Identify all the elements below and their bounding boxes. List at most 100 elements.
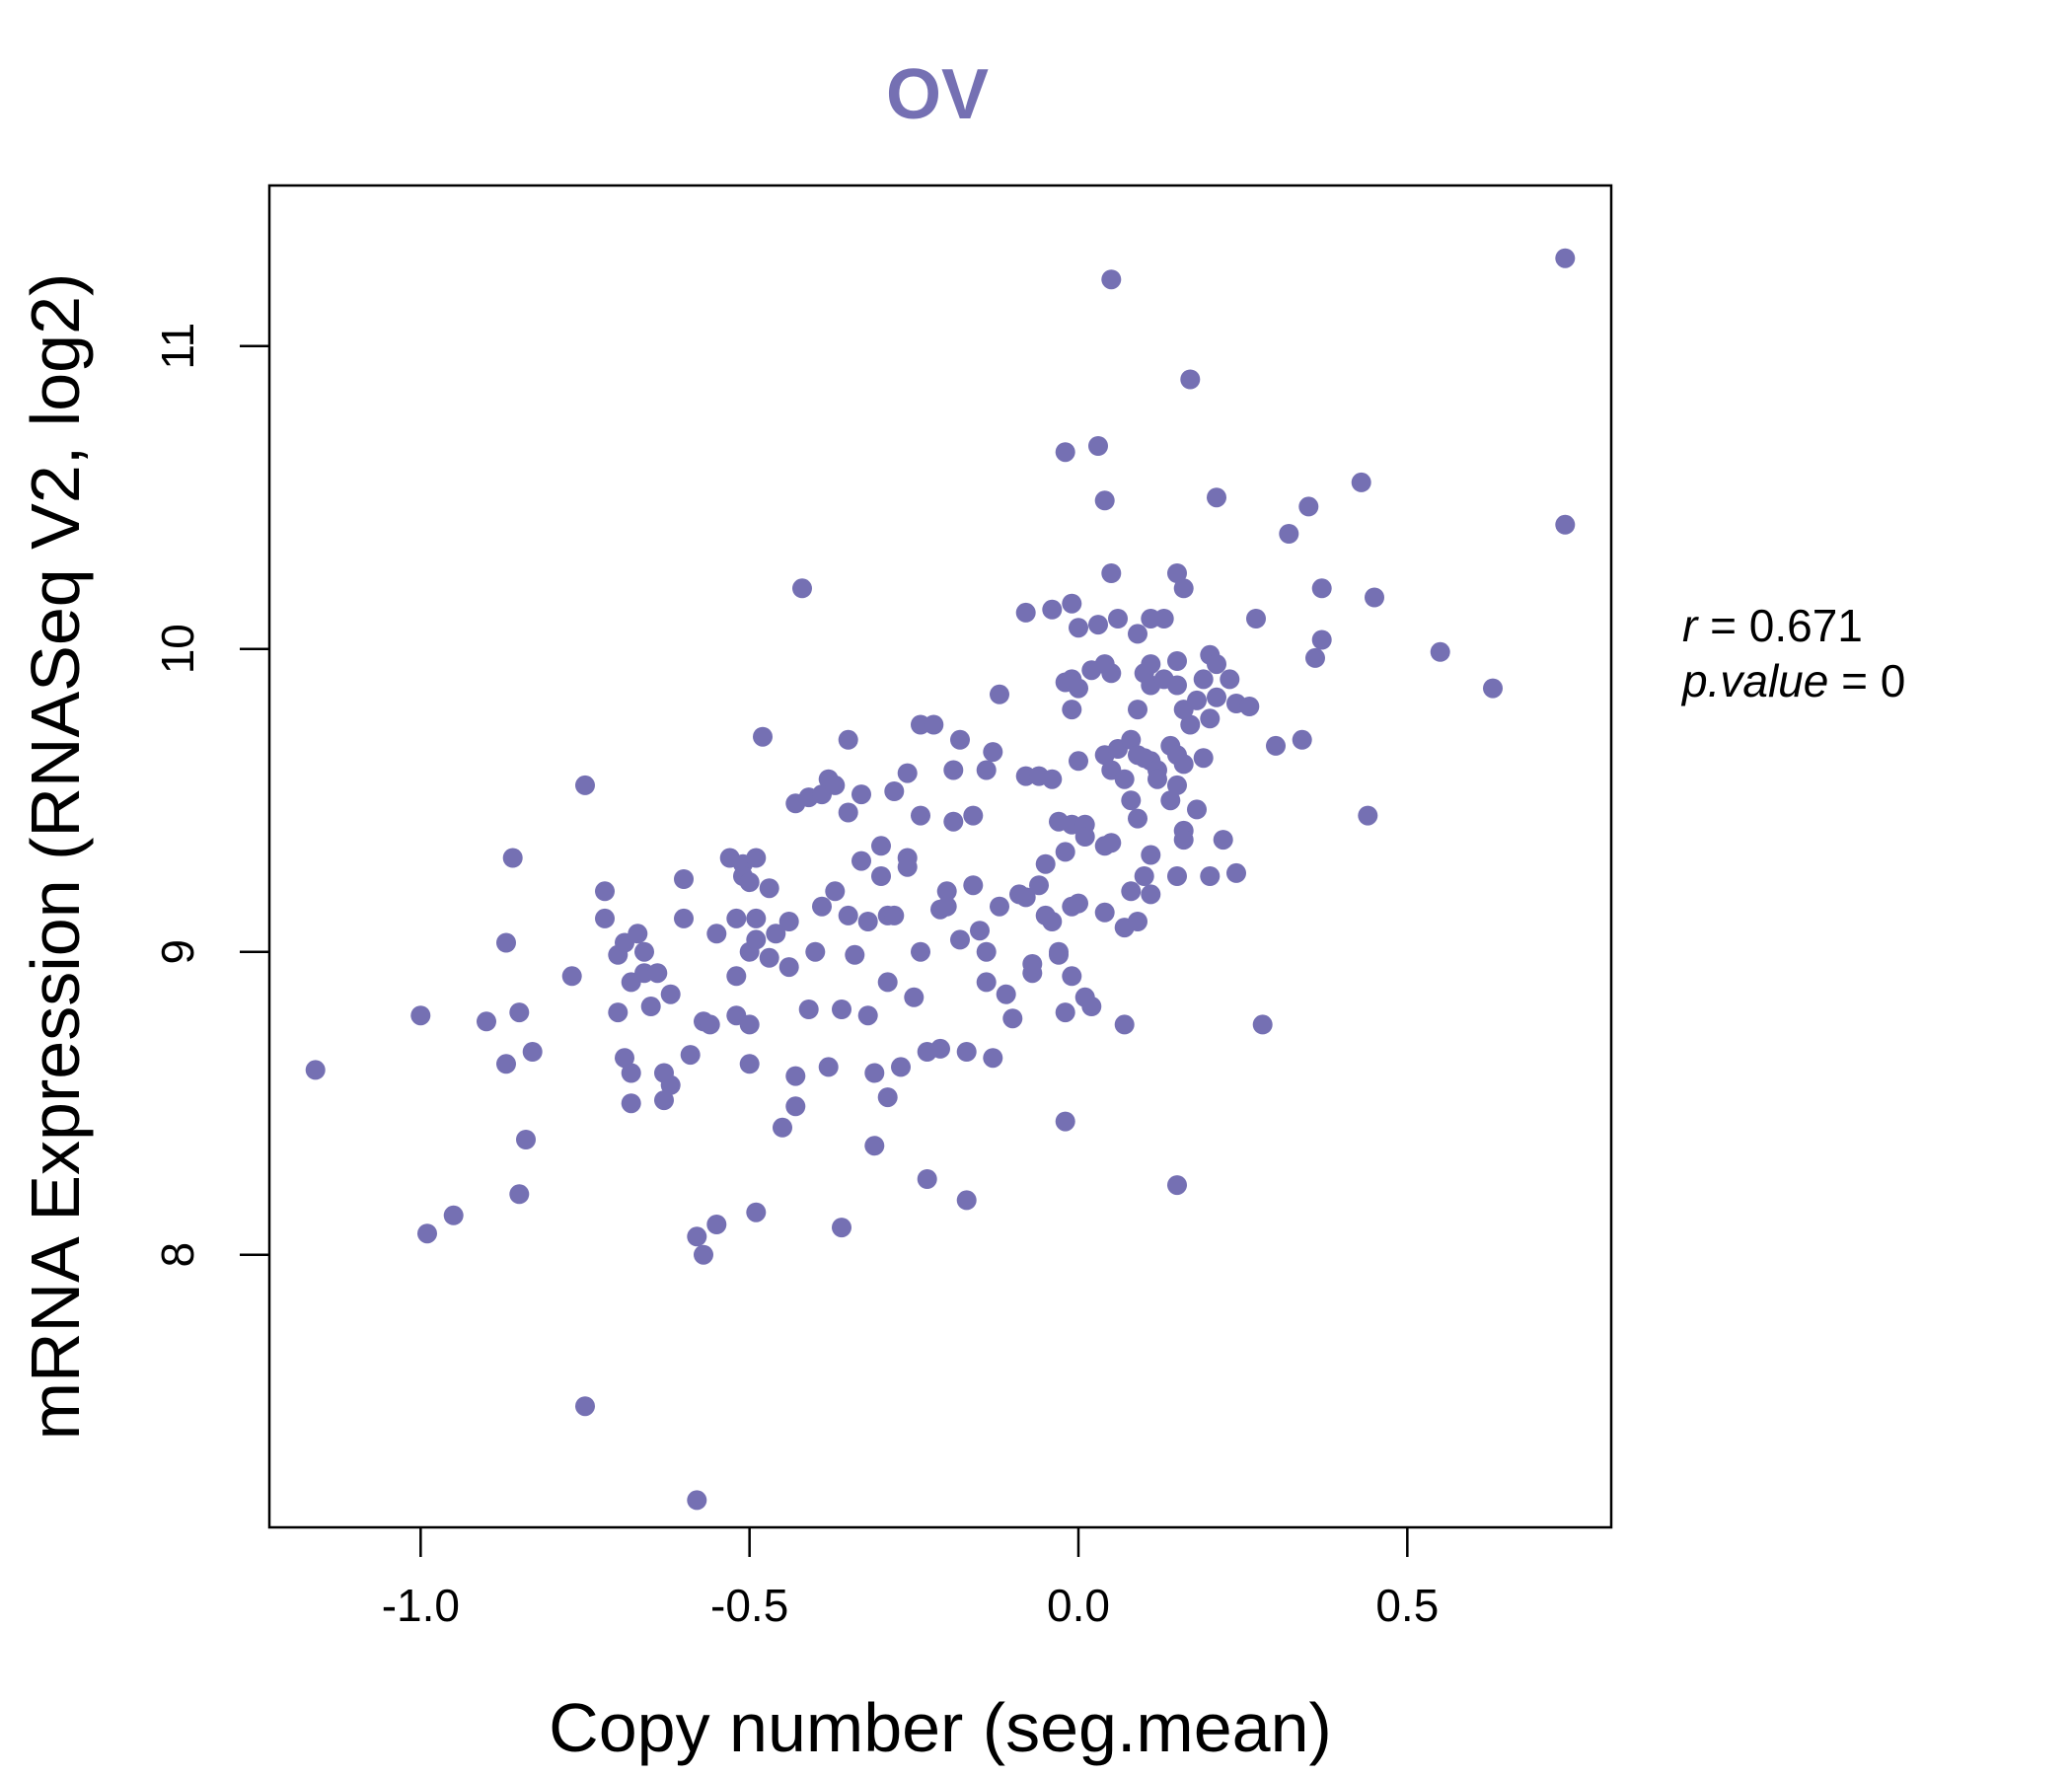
data-point	[1128, 808, 1147, 829]
data-point	[746, 908, 767, 928]
data-point	[812, 896, 832, 917]
data-point	[1200, 708, 1221, 729]
data-point	[825, 881, 846, 902]
y-axis-title: mRNA Expression (RNASeq V2, log2)	[17, 273, 94, 1441]
data-point	[1555, 248, 1576, 268]
p-equals: =	[1841, 655, 1881, 706]
data-point	[1062, 593, 1082, 614]
data-point	[943, 760, 964, 780]
data-point	[990, 684, 1009, 704]
plot-frame	[267, 184, 1613, 1529]
data-point	[575, 775, 595, 795]
data-point	[1483, 678, 1503, 699]
data-point	[753, 726, 773, 747]
data-point	[595, 881, 615, 902]
data-point	[851, 851, 871, 871]
data-point	[1358, 805, 1378, 826]
data-point	[1108, 609, 1128, 629]
r-label: r	[1682, 600, 1699, 651]
x-axis-title: Copy number (seg.mean)	[549, 1689, 1332, 1766]
data-point	[838, 905, 858, 925]
data-point	[1167, 775, 1187, 795]
data-point	[825, 775, 846, 795]
data-point	[746, 848, 767, 868]
data-point	[976, 941, 997, 962]
p-value: 0	[1881, 655, 1906, 706]
data-point	[1279, 524, 1299, 544]
data-point	[1167, 651, 1187, 671]
data-point	[1141, 654, 1161, 675]
data-point	[687, 1490, 707, 1511]
data-point	[963, 805, 984, 826]
data-point	[857, 912, 878, 931]
data-point	[976, 760, 997, 780]
data-point	[621, 1093, 641, 1114]
data-point	[778, 912, 799, 931]
data-point	[1430, 641, 1450, 662]
x-tick-label: 0.0	[1047, 1580, 1110, 1631]
data-point	[1167, 675, 1187, 696]
data-point	[1160, 790, 1181, 811]
data-point	[674, 908, 694, 928]
data-point	[1055, 1002, 1075, 1023]
data-point	[1101, 663, 1122, 684]
data-point	[1173, 578, 1194, 599]
data-point	[694, 1244, 713, 1265]
data-point	[680, 1045, 701, 1066]
data-point	[943, 811, 964, 832]
data-point	[1128, 912, 1147, 931]
data-point	[654, 1090, 674, 1111]
data-point	[877, 972, 898, 993]
data-point	[1121, 790, 1142, 811]
data-point	[746, 929, 767, 950]
data-point	[1015, 887, 1036, 908]
data-point	[1351, 472, 1371, 492]
data-point	[832, 999, 851, 1019]
data-point	[832, 1218, 851, 1238]
data-point	[930, 1038, 950, 1059]
data-point	[1555, 514, 1576, 535]
data-point	[950, 929, 970, 950]
data-point	[983, 1048, 1003, 1069]
data-point	[1252, 1014, 1273, 1035]
x-tick-label: -1.0	[382, 1580, 460, 1631]
data-point	[759, 878, 779, 899]
data-point	[305, 1060, 326, 1080]
data-point	[759, 947, 779, 968]
data-point	[792, 578, 812, 599]
data-point	[1062, 966, 1082, 987]
data-point	[963, 875, 984, 896]
data-point	[509, 1184, 530, 1205]
data-point	[595, 908, 615, 928]
x-axis: -1.0 -0.5 0.0 0.5	[382, 1527, 1439, 1631]
data-point	[674, 869, 694, 889]
data-point	[864, 1063, 885, 1083]
data-point	[1029, 875, 1049, 896]
data-point	[1200, 866, 1221, 886]
data-point	[443, 1205, 464, 1225]
data-point	[1088, 615, 1108, 635]
data-point	[1246, 609, 1266, 629]
svg-text:p.value = 0: p.value = 0	[1680, 655, 1905, 706]
data-point	[1141, 884, 1161, 905]
data-point	[1207, 654, 1226, 675]
data-point	[726, 908, 747, 928]
data-point	[1193, 748, 1214, 769]
data-point	[739, 1014, 760, 1035]
data-point	[1167, 563, 1187, 583]
data-point	[1128, 624, 1147, 644]
data-point	[640, 997, 661, 1016]
data-point	[726, 966, 747, 987]
data-point	[976, 972, 997, 993]
data-point	[773, 1117, 792, 1138]
data-point	[1180, 714, 1201, 735]
data-point	[1213, 830, 1233, 851]
data-point	[1081, 997, 1102, 1016]
data-point	[778, 957, 799, 978]
data-point	[1292, 729, 1312, 750]
data-point	[1114, 1014, 1135, 1035]
data-point	[634, 941, 654, 962]
data-point	[911, 805, 930, 826]
data-point	[871, 866, 891, 886]
